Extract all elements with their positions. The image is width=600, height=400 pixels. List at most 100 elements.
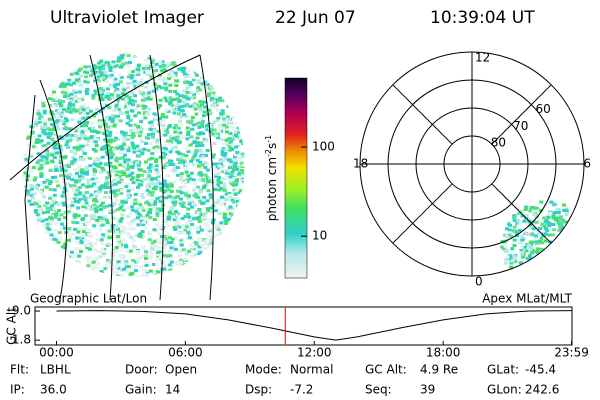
pixel <box>154 168 159 172</box>
pixel <box>232 196 237 200</box>
pixel <box>59 127 63 131</box>
pixel <box>189 247 194 251</box>
pixel <box>551 223 556 226</box>
pixel <box>42 128 47 132</box>
pixel <box>150 152 155 156</box>
pixel <box>168 159 173 163</box>
pixel <box>136 259 141 263</box>
pixel <box>91 114 96 118</box>
pixel <box>567 268 572 272</box>
mlt-spoke <box>491 84 552 145</box>
pixel <box>173 228 178 231</box>
pixel <box>62 108 66 112</box>
pixel <box>554 216 559 220</box>
pixel <box>148 142 153 145</box>
pixel <box>98 87 103 90</box>
pixel <box>174 260 179 264</box>
pixel <box>569 236 574 240</box>
pixel <box>208 177 212 181</box>
pixel <box>75 138 80 142</box>
pixel <box>41 211 46 215</box>
pixel <box>72 81 76 85</box>
pixel <box>124 245 129 249</box>
pixel <box>115 248 120 252</box>
pixel <box>66 82 71 86</box>
pixel <box>201 151 206 154</box>
pixel <box>148 269 153 273</box>
pixel <box>98 228 103 232</box>
pixel <box>143 116 148 120</box>
pixel <box>93 89 98 93</box>
pixel <box>107 93 111 97</box>
pixel <box>83 172 88 176</box>
pixel <box>152 243 157 247</box>
pixel <box>134 127 138 131</box>
pixel <box>80 228 85 231</box>
pixel <box>41 101 46 105</box>
pixel <box>180 180 184 184</box>
pixel <box>222 215 227 219</box>
pixel <box>142 147 147 151</box>
pixel <box>136 64 141 68</box>
pixel <box>158 267 163 271</box>
pixel <box>130 131 135 135</box>
pixel <box>155 258 160 262</box>
pixel <box>184 252 189 256</box>
pixel <box>579 271 584 274</box>
pixel <box>529 273 534 276</box>
pixel <box>203 165 208 169</box>
pixel <box>60 119 64 123</box>
pixel <box>86 68 91 72</box>
pixel <box>240 191 245 195</box>
pixel <box>35 164 40 168</box>
pixel <box>227 158 232 162</box>
pixel <box>167 263 172 267</box>
pixel <box>555 286 559 289</box>
pixel <box>577 268 582 272</box>
pixel <box>62 122 67 126</box>
pixel <box>179 104 184 108</box>
pixel <box>170 197 175 201</box>
pixel <box>198 178 203 182</box>
pixel <box>144 226 149 230</box>
pixel <box>37 134 42 138</box>
pixel <box>220 165 225 169</box>
pixel <box>538 268 543 272</box>
pixel <box>64 126 68 130</box>
pixel <box>166 61 171 65</box>
pixel <box>105 74 110 78</box>
pixel <box>535 283 539 286</box>
pixel <box>213 188 218 191</box>
pixel <box>156 255 160 259</box>
pixel <box>72 197 77 201</box>
pixel <box>103 71 108 75</box>
pixel <box>89 74 93 78</box>
pixel <box>74 71 79 75</box>
pixel <box>72 89 76 93</box>
pixel <box>70 200 75 204</box>
pixel <box>224 176 229 179</box>
pixel <box>122 227 127 231</box>
pixel <box>523 231 528 235</box>
pixel <box>172 225 177 229</box>
pixel <box>206 227 211 231</box>
pixel <box>170 162 175 166</box>
pixel <box>164 108 169 112</box>
pixel <box>154 184 159 188</box>
pixel <box>508 223 512 227</box>
pixel <box>129 76 134 80</box>
pixel <box>213 94 218 98</box>
pixel <box>160 115 165 119</box>
pixel <box>196 185 200 189</box>
pixel <box>201 128 206 132</box>
pixel <box>197 237 202 241</box>
pixel <box>576 220 580 224</box>
pixel <box>126 265 131 269</box>
pixel <box>145 111 150 115</box>
pixel <box>112 65 117 69</box>
pixel <box>142 234 147 238</box>
pixel <box>57 217 62 221</box>
pixel <box>132 227 136 231</box>
pixel <box>193 153 198 157</box>
pixel <box>120 112 125 116</box>
